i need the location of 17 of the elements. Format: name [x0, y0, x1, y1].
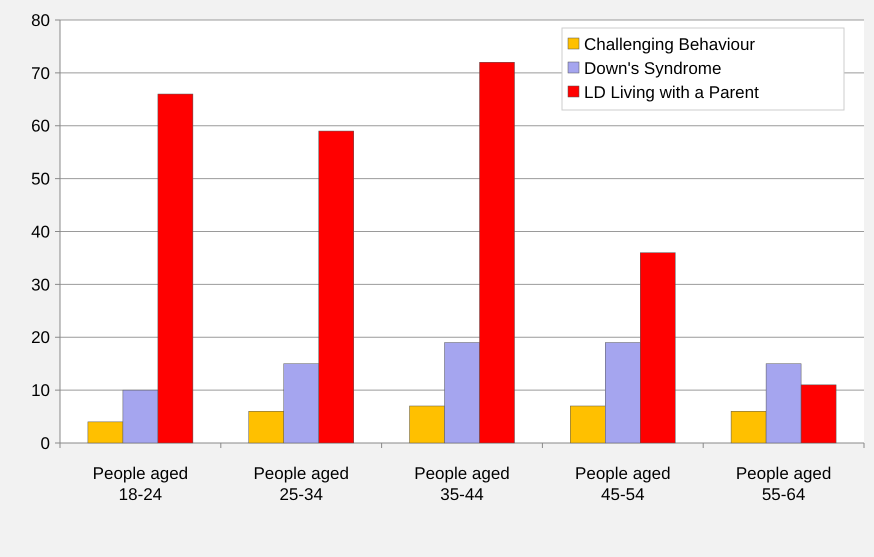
legend-label: Challenging Behaviour: [584, 34, 756, 54]
x-tick-label: People aged 35-44: [414, 464, 510, 504]
y-tick-label: 50: [31, 170, 50, 189]
y-tick-label: 60: [31, 116, 50, 136]
y-tick-label: 0: [40, 434, 50, 453]
y-tick-label: 80: [31, 10, 50, 30]
x-tick-label: People aged 25-34: [253, 464, 349, 504]
x-tick-label: People aged 55-64: [736, 464, 832, 504]
y-tick-label: 70: [31, 64, 50, 83]
y-tick-label: 10: [31, 381, 50, 400]
y-tick-label: 40: [31, 222, 50, 242]
y-tick-label: 20: [31, 328, 50, 348]
x-tick-label: People aged 18-24: [92, 464, 188, 504]
legend-label: Down's Syndrome: [584, 58, 722, 78]
x-tick-label: People aged 45-54: [575, 464, 671, 504]
y-tick-label: 30: [31, 275, 50, 294]
legend-label: LD Living with a Parent: [584, 82, 760, 102]
